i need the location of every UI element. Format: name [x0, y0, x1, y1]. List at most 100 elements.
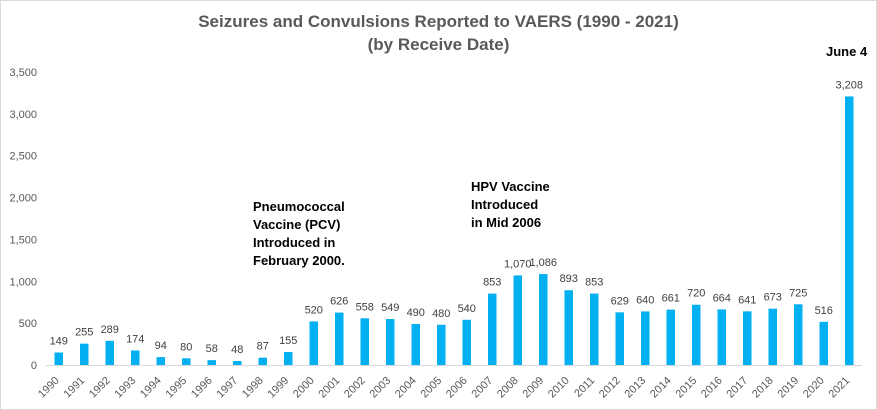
bar: [105, 340, 114, 365]
bar: [54, 352, 63, 365]
data-label: 289: [101, 324, 119, 336]
x-tick-label: 1995: [164, 375, 190, 401]
bar: [233, 360, 242, 365]
x-tick-label: 2008: [495, 375, 521, 401]
bar: [411, 323, 420, 365]
y-tick-label: 3,500: [9, 67, 37, 79]
data-label: 673: [764, 292, 782, 304]
bar: [692, 304, 701, 365]
y-tick-label: 1,000: [9, 276, 37, 288]
bar: [590, 293, 599, 365]
x-tick-label: 1994: [138, 375, 164, 401]
data-label: 664: [713, 292, 731, 304]
x-tick-label: 2005: [419, 375, 445, 401]
data-label: 540: [458, 303, 476, 315]
data-label: 853: [483, 277, 501, 289]
data-label: 893: [560, 273, 578, 285]
x-tick-label: 1992: [87, 375, 113, 401]
x-tick-label: 2014: [648, 375, 674, 401]
data-label: 3,208: [835, 79, 863, 91]
bar: [335, 312, 344, 365]
data-label: 1,086: [529, 257, 557, 269]
data-label: 558: [356, 301, 374, 313]
x-tick-label: 1998: [240, 375, 266, 401]
annotation-pcv: Pneumococcal Vaccine (PCV) Introduced in…: [253, 199, 345, 268]
x-tick-label: 2002: [342, 375, 368, 401]
x-tick-label: 1996: [189, 375, 215, 401]
y-tick-label: 1,500: [9, 234, 37, 246]
x-tick-label: 2006: [444, 375, 470, 401]
bar: [284, 352, 293, 365]
x-tick-label: 1993: [113, 375, 139, 401]
x-tick-label: 2012: [597, 375, 623, 401]
x-tick-label: 1999: [266, 375, 292, 401]
bar: [717, 309, 726, 365]
data-label: 255: [75, 327, 93, 339]
bar: [462, 319, 471, 365]
bar: [131, 350, 140, 365]
bar: [360, 318, 369, 365]
chart-title: Seizures and Convulsions Reported to VAE…: [198, 12, 679, 31]
y-tick-label: 2,500: [9, 151, 37, 163]
bar: [539, 274, 548, 365]
chart-title-block: Seizures and Convulsions Reported to VAE…: [0, 10, 877, 56]
bar: [488, 293, 497, 365]
chart-subtitle: (by Receive Date): [367, 35, 510, 54]
data-label: 853: [585, 277, 603, 289]
bar: [666, 309, 675, 365]
x-tick-label: 1991: [62, 375, 88, 401]
data-label: 94: [155, 340, 167, 352]
bar: [258, 357, 267, 365]
y-tick-label: 0: [31, 360, 37, 372]
data-label: 48: [231, 344, 243, 356]
annotation-hpv: HPV Vaccine Introduced in Mid 2006: [471, 179, 550, 230]
x-tick-label: 2009: [521, 375, 547, 401]
bar: [80, 343, 89, 365]
x-tick-label: 2017: [725, 375, 751, 401]
bar: [513, 275, 522, 365]
data-label: 549: [381, 302, 399, 314]
x-tick-label: 2007: [470, 375, 496, 401]
x-tick-label: 2000: [291, 375, 317, 401]
bar: [641, 311, 650, 365]
data-label: 1,070: [504, 258, 532, 270]
x-tick-label: 2019: [776, 375, 802, 401]
bar: [615, 312, 624, 365]
bar: [156, 357, 165, 365]
annotation-june-4: June 4: [826, 44, 868, 59]
data-label: 725: [789, 287, 807, 299]
data-label: 629: [611, 295, 629, 307]
data-label: 174: [126, 333, 144, 345]
data-label: 516: [815, 305, 833, 317]
x-tick-label: 2020: [801, 375, 827, 401]
x-tick-label: 2021: [827, 375, 853, 401]
bar: [182, 358, 191, 365]
x-tick-label: 2015: [674, 375, 700, 401]
bar: [207, 360, 216, 365]
data-label: 58: [206, 343, 218, 355]
x-tick-label: 1997: [215, 375, 241, 401]
x-tick-label: 2011: [572, 375, 597, 400]
x-tick-label: 2003: [368, 375, 394, 401]
x-tick-label: 2001: [317, 375, 343, 401]
bar: [845, 96, 854, 365]
x-tick-label: 2016: [699, 375, 725, 401]
data-label: 520: [305, 304, 323, 316]
bar: [386, 319, 395, 365]
x-tick-label: 2004: [393, 375, 419, 401]
data-label: 490: [407, 307, 425, 319]
data-label: 640: [636, 294, 654, 306]
x-tick-label: 2018: [750, 375, 776, 401]
data-label: 87: [257, 341, 269, 353]
data-label: 626: [330, 296, 348, 308]
y-tick-label: 3,000: [9, 109, 37, 121]
y-tick-label: 500: [19, 318, 37, 330]
x-tick-label: 2010: [546, 375, 572, 401]
y-tick-label: 2,000: [9, 193, 37, 205]
bar: [819, 321, 828, 365]
bar: [437, 324, 446, 365]
bar: [768, 308, 777, 365]
bar: [743, 311, 752, 365]
data-label: 155: [279, 335, 297, 347]
